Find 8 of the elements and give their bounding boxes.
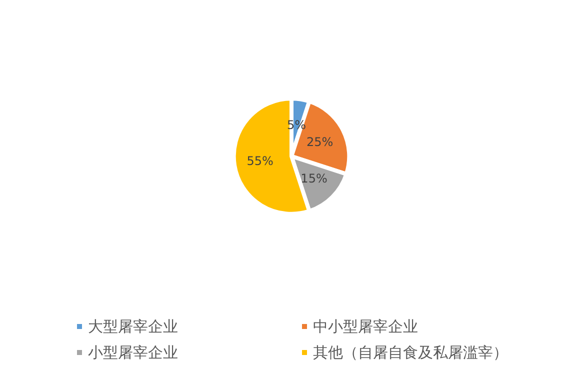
data-label: 5% xyxy=(286,118,306,132)
data-label: 15% xyxy=(300,172,328,186)
legend-label: 大型屠宰企业 xyxy=(88,318,178,336)
data-label: 25% xyxy=(306,134,334,149)
legend-label: 小型屠宰企业 xyxy=(88,344,178,362)
legend-label: 中小型屠宰企业 xyxy=(313,318,418,336)
data-label: 55% xyxy=(246,154,274,168)
legend-label: 其他（自屠自食及私屠滥宰） xyxy=(313,344,508,362)
